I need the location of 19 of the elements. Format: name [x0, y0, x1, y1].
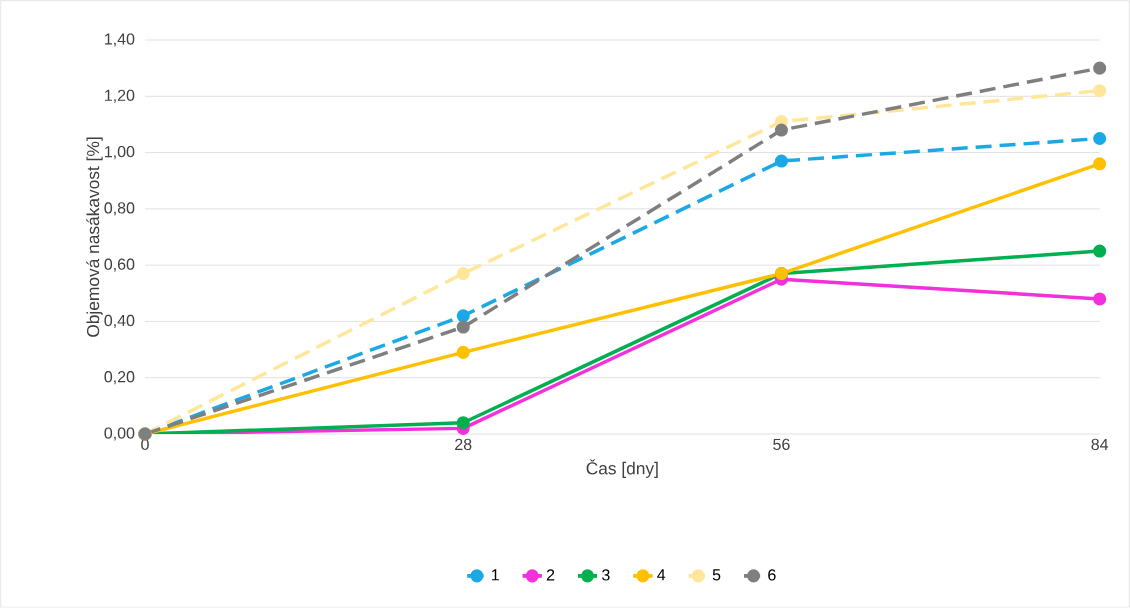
y-tick-label: 1,20 — [105, 89, 135, 103]
legend-label: 4 — [657, 569, 666, 581]
y-tick-label: 0,20 — [104, 371, 135, 385]
x-axis-title: Čas [dny] — [586, 459, 658, 478]
y-tick-label: 1,00 — [105, 145, 135, 160]
y-tick-label: 0,00 — [104, 427, 135, 441]
legend-label: 2 — [546, 569, 555, 581]
y-tick-label: 1,40 — [105, 33, 135, 47]
y-tick-label: 0,60 — [104, 258, 135, 272]
y-axis-title: Objemová nasákavost [%] — [86, 137, 103, 337]
y-tick-label: 0,80 — [104, 202, 135, 216]
legend-label: 3 — [602, 569, 610, 581]
legend-label: 1 — [491, 569, 499, 581]
y-tick-label: 0,40 — [104, 314, 135, 329]
x-tick-label: 28 — [455, 438, 472, 451]
x-tick-label: 84 — [1091, 438, 1109, 451]
legend-label: 5 — [712, 569, 721, 581]
legend-label: 6 — [768, 569, 776, 581]
x-tick-label: 56 — [773, 438, 790, 451]
